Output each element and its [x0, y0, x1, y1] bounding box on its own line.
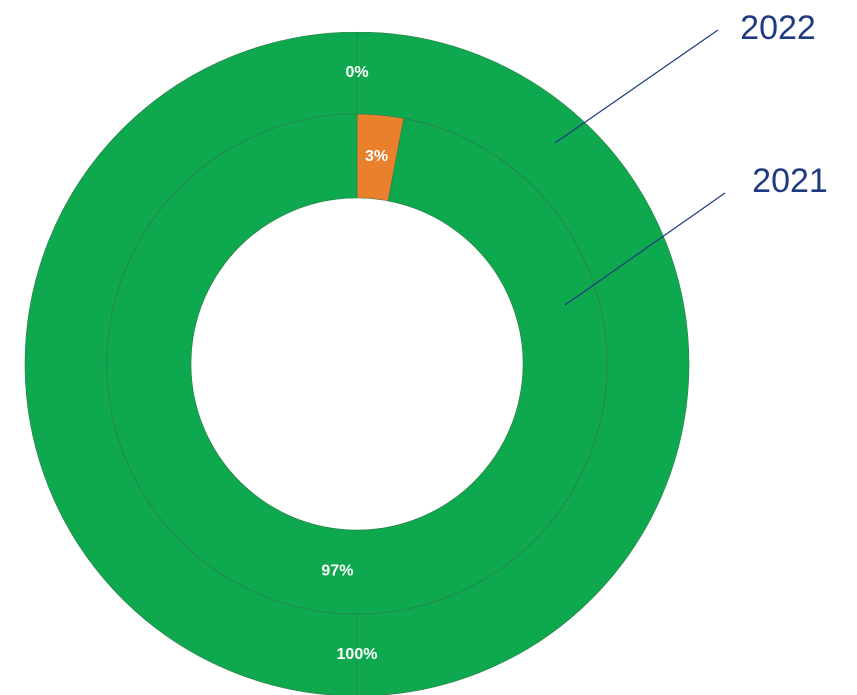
data-label: 97% — [321, 562, 353, 579]
leader-line — [554, 29, 719, 144]
data-label: 0% — [345, 64, 368, 81]
leader-line — [564, 192, 726, 306]
series-label: 2022 — [740, 9, 816, 47]
data-label: 100% — [337, 646, 378, 663]
series-label: 2021 — [752, 162, 828, 200]
donut-slice — [106, 113, 608, 615]
rings — [24, 31, 690, 695]
data-label: 3% — [365, 148, 388, 165]
labels: 0% 100% 3% 97% — [321, 64, 388, 663]
